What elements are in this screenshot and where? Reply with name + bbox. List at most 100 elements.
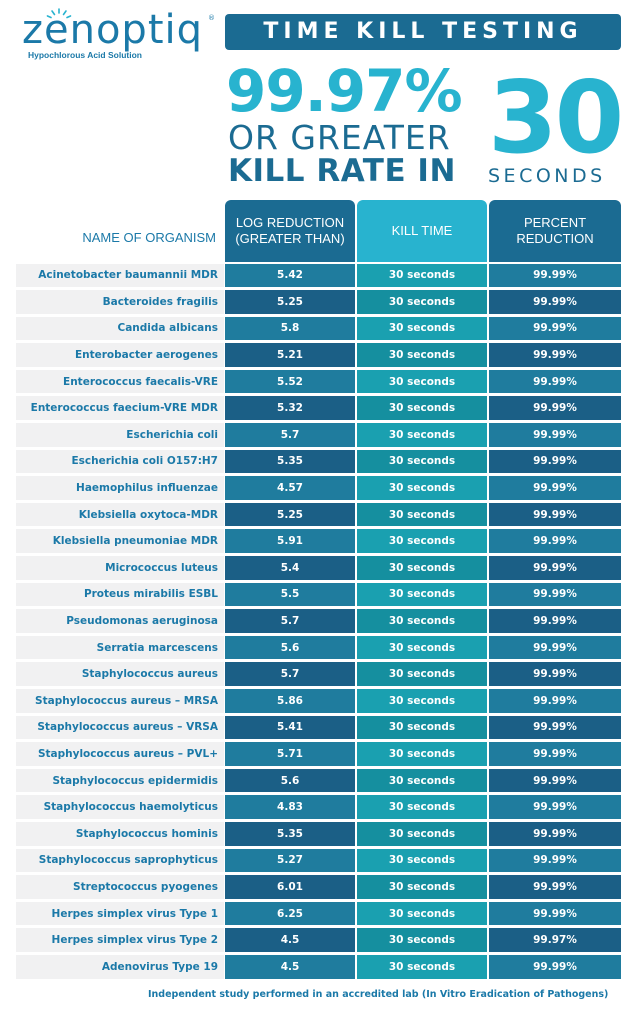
- organism-name-cell: Micrococcus luteus: [16, 556, 224, 580]
- table-row: Staphylococcus saprophyticus 5.27 30 secon…: [0, 847, 637, 874]
- table-row: Escherichia coli 5.7 30 seconds 99.99%: [0, 422, 637, 449]
- organism-name-cell: Staphylococcus aureus – MRSA: [16, 689, 224, 713]
- kill-time-cell: 30 seconds: [357, 715, 487, 740]
- table-row: Staphylococcus aureus 5.7 30 seconds 99.99%: [0, 661, 637, 688]
- percent-reduction-cell: 99.99%: [489, 316, 621, 341]
- percent-reduction-cell: 99.99%: [489, 768, 621, 793]
- kill-time-cell: 30 seconds: [357, 529, 487, 554]
- organism-name-cell: Staphylococcus haemolyticus: [16, 795, 224, 819]
- percent-reduction-cell: 99.99%: [489, 502, 621, 527]
- table-row: Bacteroides fragilis 5.25 30 seconds 99.99%: [0, 289, 637, 316]
- kill-time-cell: 30 seconds: [357, 449, 487, 474]
- percent-reduction-cell: 99.99%: [489, 901, 621, 926]
- kill-time-cell: 30 seconds: [357, 848, 487, 873]
- table-row: Haemophilus influenzae 4.57 30 seconds 99.9…: [0, 475, 637, 502]
- kill-time-cell: 30 seconds: [357, 635, 487, 660]
- organism-name-cell: Enterococcus faecium-VRE MDR: [16, 396, 224, 421]
- table-row: Pseudomonas aeruginosa 5.7 30 seconds 99.99…: [0, 608, 637, 635]
- kill-time-cell: 30 seconds: [357, 476, 487, 500]
- table-row: Adenovirus Type 19 4.5 30 seconds 99.99%: [0, 953, 637, 980]
- log-reduction-cell: 5.21: [225, 343, 355, 367]
- kill-time-cell: 30 seconds: [357, 742, 487, 766]
- log-reduction-cell: 5.25: [225, 502, 355, 527]
- logo-tagline: Hypochlorous Acid Solution: [28, 50, 142, 60]
- page-title: TIME KILL TESTING: [225, 14, 621, 50]
- kill-time-cell: 30 seconds: [357, 768, 487, 793]
- percent-reduction-cell: 99.99%: [489, 343, 621, 367]
- headline-seconds: SECONDS: [488, 165, 606, 187]
- percent-reduction-cell: 99.99%: [489, 369, 621, 394]
- log-reduction-cell: 4.5: [225, 928, 355, 952]
- kill-time-cell: 30 seconds: [357, 901, 487, 926]
- log-reduction-cell: 4.57: [225, 476, 355, 500]
- table-row: Klebsiella oxytoca-MDR 5.25 30 seconds 99.9…: [0, 501, 637, 528]
- table-row: Candida albicans 5.8 30 seconds 99.99%: [0, 315, 637, 342]
- percent-reduction-cell: 99.99%: [489, 556, 621, 580]
- headline-kill-rate: KILL RATE IN: [228, 153, 456, 189]
- table-row: Staphylococcus epidermidis 5.6 30 seconds 9…: [0, 767, 637, 794]
- percent-reduction-cell: 99.99%: [489, 609, 621, 633]
- kill-time-cell: 30 seconds: [357, 795, 487, 819]
- log-reduction-cell: 5.8: [225, 316, 355, 341]
- organism-name-cell: Escherichia coli: [16, 423, 224, 447]
- organism-name-cell: Klebsiella pneumoniae MDR: [16, 529, 224, 554]
- organism-table: Acinetobacter baumannii MDR 5.42 30 second…: [0, 262, 637, 980]
- percent-reduction-cell: 99.99%: [489, 423, 621, 447]
- organism-name-cell: Serratia marcescens: [16, 635, 224, 660]
- kill-time-cell: 30 seconds: [357, 263, 487, 288]
- kill-time-cell: 30 seconds: [357, 954, 487, 979]
- headline-or-greater: OR GREATER: [228, 118, 451, 157]
- kill-time-cell: 30 seconds: [357, 316, 487, 341]
- log-reduction-cell: 5.7: [225, 423, 355, 447]
- percent-reduction-cell: 99.99%: [489, 582, 621, 607]
- kill-time-cell: 30 seconds: [357, 928, 487, 952]
- log-reduction-cell: 5.52: [225, 369, 355, 394]
- organism-name-cell: Staphylococcus hominis: [16, 821, 224, 846]
- organism-name-cell: Staphylococcus aureus – PVL+: [16, 742, 224, 766]
- column-header-log-reduction: LOG REDUCTION (GREATER THAN): [225, 200, 355, 262]
- organism-name-cell: Proteus mirabilis ESBL: [16, 582, 224, 607]
- table-row: Staphylococcus aureus – MRSA 5.86 30 secon…: [0, 688, 637, 715]
- kill-time-cell: 30 seconds: [357, 875, 487, 899]
- percent-reduction-cell: 99.99%: [489, 476, 621, 500]
- percent-reduction-cell: 99.99%: [489, 290, 621, 314]
- table-row: Proteus mirabilis ESBL 5.5 30 seconds 99.99…: [0, 581, 637, 608]
- column-header-percent-reduction: PERCENT REDUCTION: [489, 200, 621, 262]
- organism-name-cell: Escherichia coli O157:H7: [16, 449, 224, 474]
- logo-wordmark: zenoptiq: [22, 7, 204, 53]
- log-reduction-cell: 6.25: [225, 901, 355, 926]
- percent-reduction-cell: 99.99%: [489, 742, 621, 766]
- kill-time-cell: 30 seconds: [357, 662, 487, 686]
- kill-time-cell: 30 seconds: [357, 343, 487, 367]
- percent-reduction-cell: 99.99%: [489, 715, 621, 740]
- organism-name-cell: Herpes simplex virus Type 2: [16, 928, 224, 952]
- headline-thirty: 30: [488, 59, 624, 176]
- table-row: Staphylococcus haemolyticus 4.83 30 second…: [0, 794, 637, 821]
- percent-reduction-cell: 99.97%: [489, 928, 621, 952]
- log-reduction-cell: 6.01: [225, 875, 355, 899]
- kill-time-cell: 30 seconds: [357, 396, 487, 421]
- organism-name-cell: Bacteroides fragilis: [16, 290, 224, 314]
- log-reduction-cell: 5.25: [225, 290, 355, 314]
- log-reduction-cell: 5.6: [225, 635, 355, 660]
- kill-time-cell: 30 seconds: [357, 369, 487, 394]
- trademark-symbol: ®: [208, 14, 215, 22]
- kill-time-cell: 30 seconds: [357, 556, 487, 580]
- log-reduction-cell: 5.7: [225, 662, 355, 686]
- organism-name-cell: Enterococcus faecalis-VRE: [16, 369, 224, 394]
- table-row: Klebsiella pneumoniae MDR 5.91 30 seconds 9…: [0, 528, 637, 555]
- percent-reduction-cell: 99.99%: [489, 689, 621, 713]
- percent-reduction-cell: 99.99%: [489, 662, 621, 686]
- log-reduction-cell: 5.86: [225, 689, 355, 713]
- percent-reduction-cell: 99.99%: [489, 954, 621, 979]
- percent-reduction-cell: 99.99%: [489, 529, 621, 554]
- table-row: Enterococcus faecium-VRE MDR 5.32 30 secon…: [0, 395, 637, 422]
- percent-reduction-cell: 99.99%: [489, 821, 621, 846]
- organism-name-cell: Staphylococcus aureus – VRSA: [16, 715, 224, 740]
- log-reduction-cell: 4.83: [225, 795, 355, 819]
- percent-reduction-cell: 99.99%: [489, 635, 621, 660]
- percent-reduction-cell: 99.99%: [489, 396, 621, 421]
- organism-name-cell: Staphylococcus saprophyticus: [16, 848, 224, 873]
- log-reduction-cell: 5.35: [225, 821, 355, 846]
- log-reduction-cell: 5.91: [225, 529, 355, 554]
